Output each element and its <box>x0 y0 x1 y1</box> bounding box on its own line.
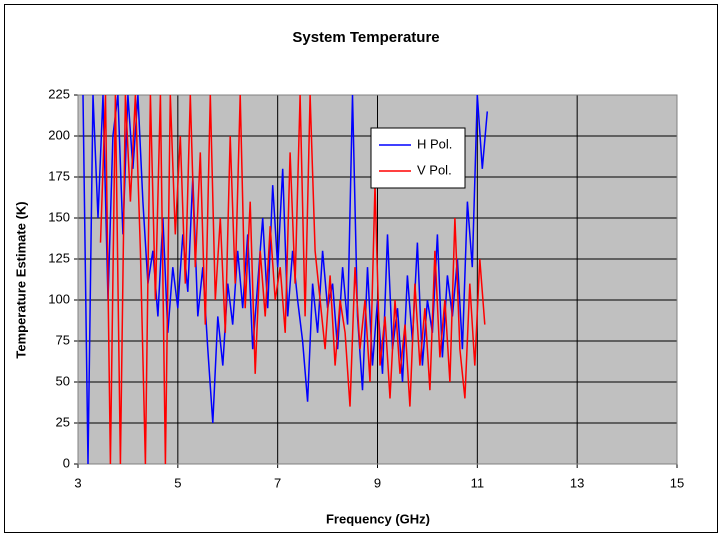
y-tick-label: 75 <box>56 332 70 347</box>
y-tick-label: 175 <box>48 168 70 183</box>
x-tick-label: 13 <box>570 475 584 490</box>
x-tick-label: 7 <box>274 475 281 490</box>
data-line <box>82 95 489 464</box>
legend-box <box>370 127 466 189</box>
x-tick-label: 3 <box>74 475 81 490</box>
chart-title: System Temperature <box>292 29 439 46</box>
y-tick-label: 200 <box>48 127 70 142</box>
x-tick-label: 5 <box>174 475 181 490</box>
y-tick-label: 125 <box>48 250 70 265</box>
y-tick-label: 0 <box>63 455 70 470</box>
data-line <box>99 95 486 464</box>
y-tick-label: 150 <box>48 209 70 224</box>
legend-label: V Pol. <box>417 162 452 177</box>
y-tick-label: 25 <box>56 414 70 429</box>
legend: H Pol. V Pol. <box>370 127 466 189</box>
y-axis-label: Temperature Estimate (K) <box>13 201 28 358</box>
x-tick-label: 11 <box>471 475 485 490</box>
legend-label: H Pol. <box>417 136 452 151</box>
y-tick-label: 225 <box>48 86 70 101</box>
x-tick-label: 9 <box>374 475 381 490</box>
y-tick-label: 100 <box>48 291 70 306</box>
x-tick-label: 15 <box>670 475 684 490</box>
x-axis-label: Frequency (GHz) <box>326 511 430 526</box>
y-tick-label: 50 <box>56 373 70 388</box>
plot-border <box>77 94 678 465</box>
